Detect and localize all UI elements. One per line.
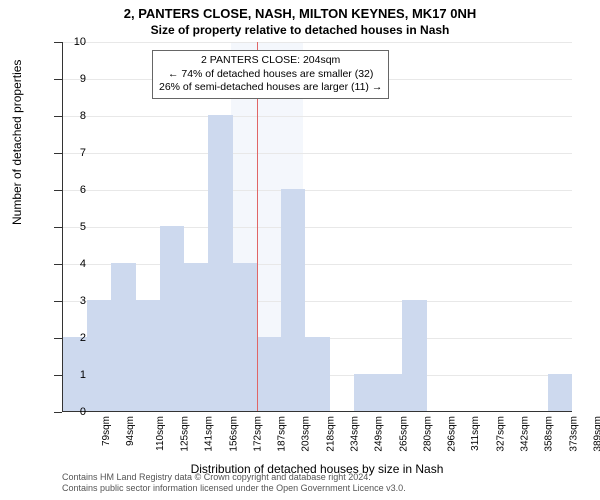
x-tick-label: 249sqm [374,416,385,452]
chart-title: 2, PANTERS CLOSE, NASH, MILTON KEYNES, M… [0,0,600,21]
y-tick-label: 4 [80,258,86,270]
x-tick-label: 296sqm [447,416,458,452]
y-tick-label: 3 [80,295,86,307]
bar [136,300,160,411]
bar-slot [451,42,475,411]
bar [233,263,257,411]
x-tick-label: 280sqm [422,416,433,452]
bar [160,226,184,411]
y-tick [54,190,62,191]
annotation-box: 2 PANTERS CLOSE: 204sqm ← 74% of detache… [152,50,389,99]
annotation-line1: 2 PANTERS CLOSE: 204sqm [159,54,382,68]
x-tick-label: 389sqm [592,416,600,452]
x-tick-label: 342sqm [520,416,531,452]
annotation-line2: ← 74% of detached houses are smaller (32… [159,68,382,82]
y-axis-label: Number of detached properties [10,60,24,225]
y-tick-label: 5 [80,221,86,233]
chart-subtitle: Size of property relative to detached ho… [0,21,600,37]
chart-area: 79sqm94sqm110sqm125sqm141sqm156sqm172sqm… [62,42,572,412]
x-tick-label: 358sqm [544,416,555,452]
x-tick-label: 373sqm [568,416,579,452]
y-tick-label: 7 [80,147,86,159]
bar [257,337,281,411]
bar [87,300,111,411]
annotation-line3: 26% of semi-detached houses are larger (… [159,81,382,95]
y-tick-label: 0 [80,406,86,418]
y-tick-label: 9 [80,73,86,85]
bar-slot [475,42,499,411]
bar [184,263,208,411]
y-tick-label: 10 [74,36,86,48]
x-tick-label: 110sqm [155,416,166,451]
bar [354,374,378,411]
y-tick [54,264,62,265]
bar-slot [87,42,111,411]
x-tick-label: 125sqm [180,416,191,452]
y-tick-label: 6 [80,184,86,196]
y-tick [54,301,62,302]
y-tick-label: 8 [80,110,86,122]
y-tick [54,412,62,413]
bar [111,263,135,411]
bar [548,374,572,411]
x-tick-label: 79sqm [101,416,112,446]
bar [402,300,426,411]
x-tick-label: 234sqm [350,416,361,452]
y-tick-label: 1 [80,369,86,381]
y-tick [54,375,62,376]
y-tick-label: 2 [80,332,86,344]
y-tick [54,79,62,80]
x-tick-label: 156sqm [228,416,239,452]
x-tick-label: 311sqm [470,416,481,451]
bar-slot [402,42,426,411]
bar-slot [548,42,572,411]
bar [208,115,232,411]
bar-slot [427,42,451,411]
bar [378,374,402,411]
x-tick-label: 218sqm [325,416,336,452]
y-tick [54,338,62,339]
x-tick-label: 327sqm [495,416,506,452]
x-tick-label: 172sqm [252,416,263,452]
x-tick-label: 265sqm [398,416,409,452]
footer: Contains HM Land Registry data © Crown c… [62,472,406,495]
x-tick-label: 141sqm [204,416,215,452]
y-tick [54,153,62,154]
x-tick-label: 203sqm [301,416,312,452]
y-tick [54,42,62,43]
footer-line2: Contains public sector information licen… [62,483,406,494]
y-tick [54,116,62,117]
bar [281,189,305,411]
footer-line1: Contains HM Land Registry data © Crown c… [62,472,406,483]
bar-slot [499,42,523,411]
y-tick [54,227,62,228]
bar-slot [523,42,547,411]
bar [305,337,329,411]
bar-slot [111,42,135,411]
x-tick-label: 187sqm [277,416,288,452]
x-tick-label: 94sqm [125,416,136,446]
